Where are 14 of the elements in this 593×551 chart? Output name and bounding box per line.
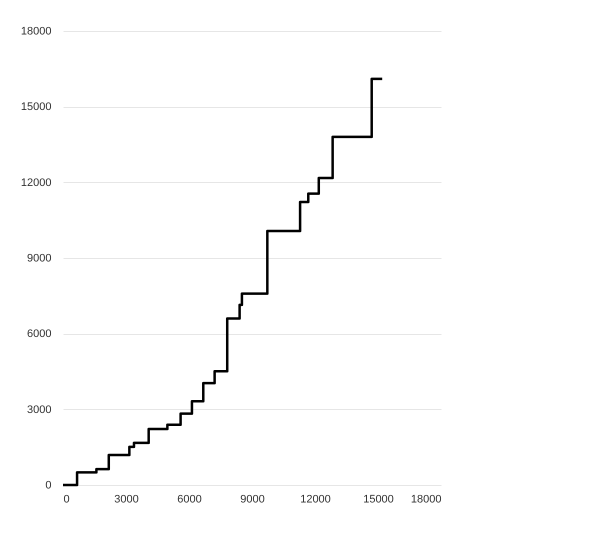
y-tick-label: 12000 xyxy=(20,176,52,189)
x-tick-label: 12000 xyxy=(300,494,331,506)
y-tick-label: 3000 xyxy=(27,404,52,416)
y-tick-label: 6000 xyxy=(27,328,52,340)
x-tick-label: 18000 xyxy=(410,494,442,506)
x-tick-label: 9000 xyxy=(240,494,265,506)
x-tick-label: 6000 xyxy=(177,494,202,506)
x-tick-label: 15000 xyxy=(363,494,394,506)
x-tick-label: 3000 xyxy=(114,494,139,506)
y-tick-label: 9000 xyxy=(27,252,52,264)
x-tick-label: 0 xyxy=(64,494,70,506)
y-tick-label: 18000 xyxy=(20,26,52,38)
y-tick-label: 0 xyxy=(45,480,52,492)
y-tick-label: 15000 xyxy=(20,101,52,114)
